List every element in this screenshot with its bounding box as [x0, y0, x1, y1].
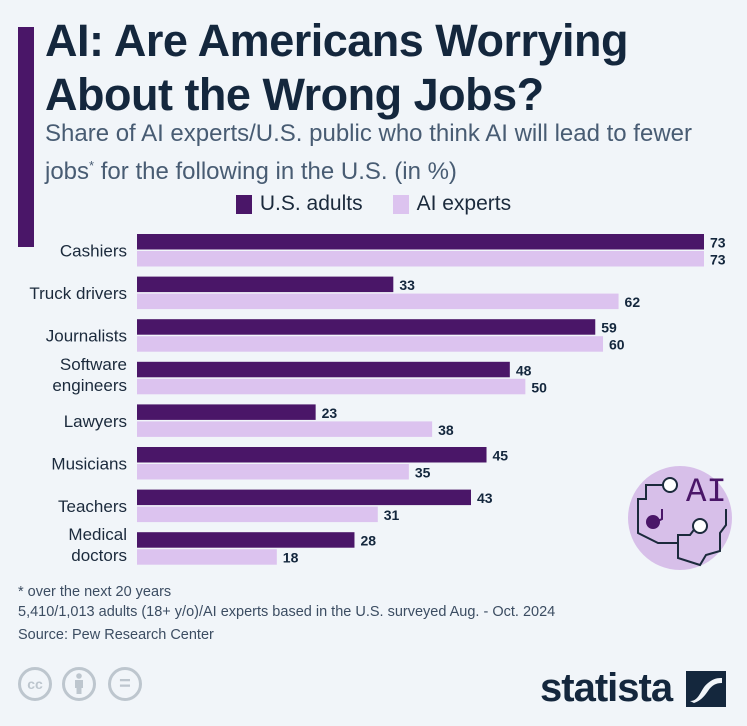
data-label: 31: [384, 507, 400, 523]
bar-ai-experts: [137, 336, 604, 352]
category-label: Truck drivers: [29, 284, 127, 303]
data-label: 38: [438, 422, 454, 438]
data-label: 33: [399, 277, 415, 293]
bar-ai-experts: [137, 506, 378, 523]
statista-logo-mark-icon: [686, 671, 726, 707]
bar-us-adults: [137, 234, 704, 250]
category-label: Lawyers: [64, 412, 127, 431]
legend-swatch-us-adults: [235, 194, 252, 214]
attribution-icon[interactable]: [62, 667, 96, 701]
no-derivatives-text: =: [119, 672, 131, 695]
data-label: 43: [477, 490, 493, 506]
data-label: 48: [516, 362, 532, 378]
category-label: Musicians: [51, 455, 127, 474]
bar-ai-experts: [137, 421, 433, 437]
legend-item-ai-experts: AI experts: [392, 192, 512, 216]
chart-title: AI: Are Americans Worrying About the Wro…: [45, 15, 629, 120]
category-label: Cashiers: [60, 242, 127, 261]
title-accent-bar: [18, 27, 34, 247]
bar-us-adults: [137, 447, 487, 463]
category-label: Teachers: [58, 497, 127, 516]
no-derivatives-icon[interactable]: =: [108, 667, 142, 701]
footnote-survey: 5,410/1,013 adults (18+ y/o)/AI experts …: [18, 604, 556, 620]
ai-brain-icon: AI: [628, 463, 738, 578]
data-label: 50: [531, 379, 547, 395]
bar-us-adults: [137, 489, 471, 506]
category-label: Journalists: [46, 327, 127, 346]
data-label: 59: [601, 320, 617, 336]
footnote-note: * over the next 20 years: [18, 584, 172, 600]
subtitle-tail: for the following in the U.S. (in %): [94, 158, 457, 185]
bar-us-adults: [137, 532, 355, 548]
data-label: 35: [415, 465, 431, 481]
source-text: Source: Pew Research Center: [18, 627, 214, 643]
cc-icon-text: cc: [27, 676, 43, 692]
legend-label-us-adults: U.S. adults: [259, 192, 363, 215]
category-label: Medical doctors: [68, 525, 127, 565]
data-label: 73: [710, 235, 726, 251]
legend: U.S. adults AI experts: [0, 192, 747, 216]
category-label: Software engineers: [52, 355, 127, 395]
bar-ai-experts: [137, 464, 409, 480]
ai-badge-text: AI: [686, 474, 727, 512]
bar-ai-experts: [137, 293, 619, 310]
bar-us-adults: [137, 361, 510, 378]
bar-ai-experts: [137, 251, 704, 267]
legend-swatch-ai-experts: [392, 194, 409, 214]
subtitle-asterisk: *: [89, 158, 95, 173]
data-label: 45: [493, 448, 509, 464]
data-label: 18: [283, 550, 299, 566]
cc-icon[interactable]: cc: [18, 667, 52, 701]
legend-label-ai-experts: AI experts: [416, 192, 512, 215]
data-label: 62: [625, 294, 641, 310]
bar-us-adults: [137, 319, 596, 335]
subtitle-text: Share of AI experts/U.S. public who thin…: [45, 120, 692, 185]
bar-us-adults: [137, 404, 316, 420]
statista-logo[interactable]: statista: [540, 666, 673, 710]
data-label: 73: [710, 252, 726, 268]
data-label: 23: [322, 405, 338, 421]
chart-subtitle: Share of AI experts/U.S. public who thin…: [45, 118, 735, 188]
legend-item-us-adults: U.S. adults: [235, 192, 363, 216]
bar-ai-experts: [137, 378, 526, 395]
bar-ai-experts: [137, 549, 277, 565]
data-label: 28: [360, 533, 376, 549]
bar-us-adults: [137, 276, 394, 293]
data-label: 60: [609, 337, 625, 353]
